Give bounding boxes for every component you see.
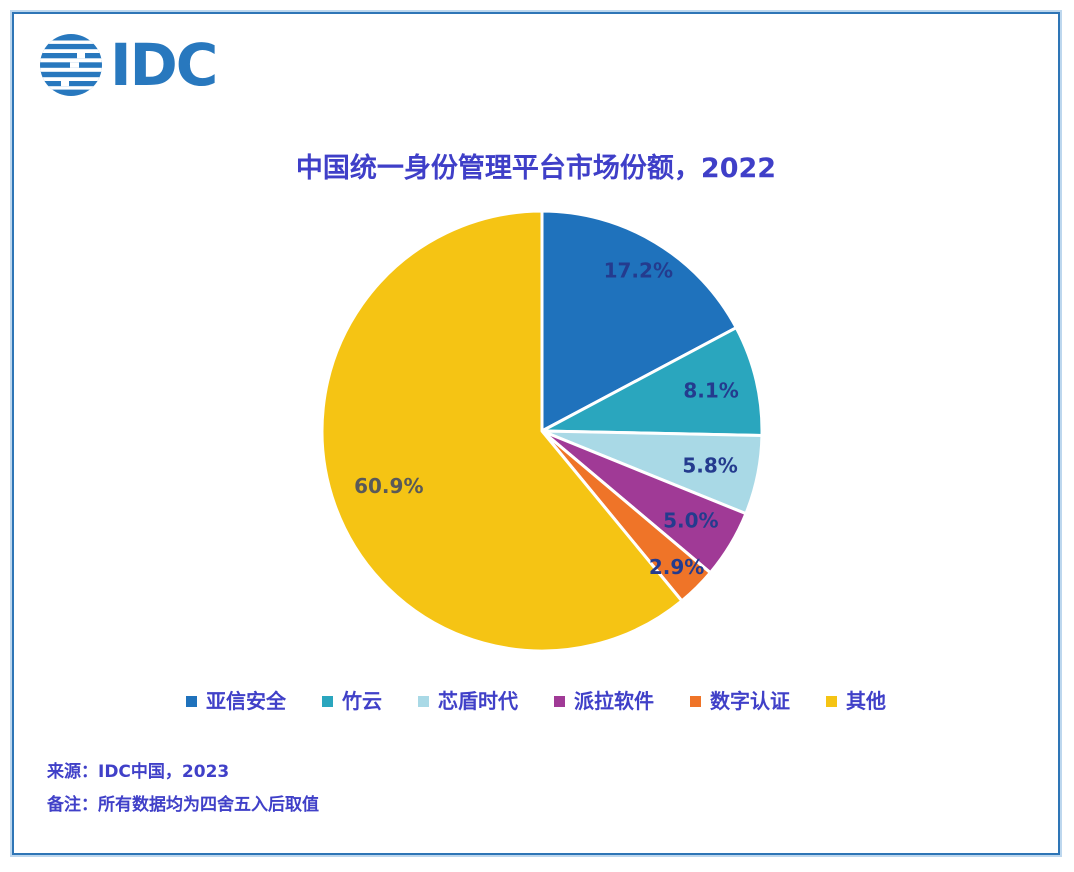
legend-item-zhuyun: 竹云: [322, 690, 382, 712]
legend-swatch: [690, 695, 701, 707]
legend-item-shuzirenzheng: 数字认证: [690, 690, 790, 712]
idc-logo-text: IDC: [110, 31, 218, 99]
chart-frame: IDC 中国统一身份管理平台市场份额，2022 17.2% 8.1% 5.8% 5.0…: [12, 12, 1060, 855]
legend-label: 其他: [846, 689, 886, 713]
legend-item-yaxin: 亚信安全: [186, 690, 286, 712]
legend-swatch: [418, 695, 429, 707]
legend-swatch: [186, 695, 197, 707]
chart-title: 中国统一身份管理平台市场份额，2022: [295, 153, 777, 184]
slice-label-竹云: 8.1%: [683, 379, 738, 403]
slice-label-数字认证: 2.9%: [649, 555, 704, 579]
legend-label: 数字认证: [710, 689, 790, 713]
slice-label-派拉软件: 5.0%: [663, 509, 718, 533]
idc-globe-icon: [40, 34, 102, 96]
pie-slice-亚信安全: [540, 209, 738, 433]
legend-item-xindun: 芯盾时代: [418, 690, 518, 712]
legend-swatch: [554, 695, 565, 707]
footer: 来源：IDC中国，2023 备注：所有数据均为四舍五入后取值: [47, 756, 319, 822]
legend-item-qita: 其他: [826, 690, 886, 712]
legend-item-paila: 派拉软件: [554, 690, 654, 712]
legend-swatch: [322, 695, 333, 707]
legend: 亚信安全 竹云 芯盾时代 派拉软件 数字认证 其他: [14, 690, 1058, 712]
legend-label: 芯盾时代: [438, 689, 518, 713]
source-note: 来源：IDC中国，2023: [47, 762, 230, 782]
legend-swatch: [826, 695, 837, 707]
pie-slice-其他: [320, 209, 684, 653]
legend-label: 竹云: [342, 689, 382, 713]
slice-label-其他: 60.9%: [354, 474, 423, 498]
legend-label: 派拉软件: [574, 689, 654, 713]
legend-label: 亚信安全: [206, 689, 286, 713]
pie-slice-竹云: [540, 326, 764, 437]
slice-label-亚信安全: 17.2%: [604, 259, 673, 283]
slice-label-芯盾时代: 5.8%: [682, 454, 737, 478]
idc-logo: IDC: [40, 31, 218, 99]
rounding-note: 备注：所有数据均为四舍五入后取值: [47, 795, 319, 815]
pie-chart: 17.2% 8.1% 5.8% 5.0% 2.9% 60.9%: [320, 209, 764, 653]
